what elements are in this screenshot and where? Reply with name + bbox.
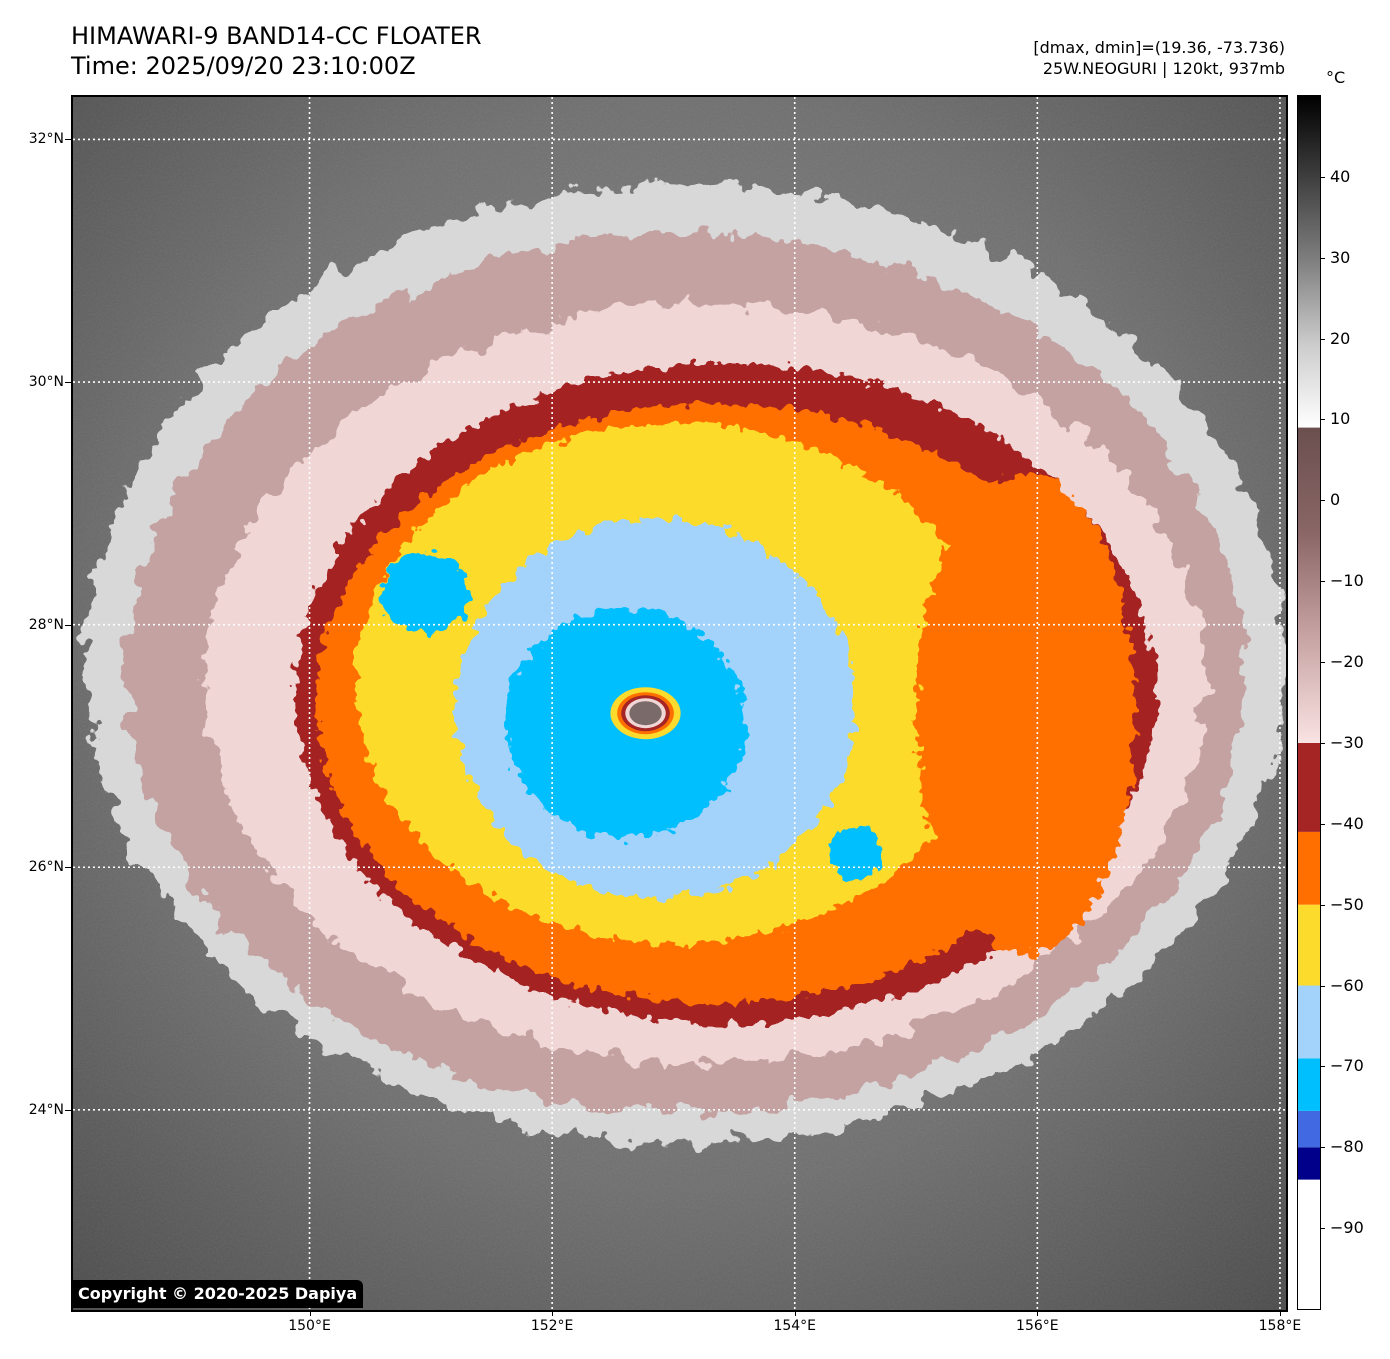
lon-tick-158 — [1279, 1310, 1281, 1316]
lat-tick-26 — [65, 867, 71, 869]
colorbar-label-13: −90 — [1330, 1218, 1364, 1238]
lat-label-30: 30°N — [28, 374, 64, 391]
lon-label-150: 150°E — [288, 1318, 331, 1334]
eye-gray — [629, 701, 662, 726]
colorbar-label-5: −10 — [1330, 571, 1364, 591]
colorbar-unit: °C — [1326, 68, 1346, 87]
colorbar-segment-1 — [1298, 1147, 1320, 1180]
colorbar-label-11: −70 — [1330, 1056, 1364, 1076]
colorbar-label-7: −30 — [1330, 732, 1364, 752]
lat-tick-24 — [65, 1109, 71, 1111]
colorbar-segment-2 — [1298, 1110, 1320, 1148]
colorbar-tick-13 — [1320, 1228, 1325, 1230]
typhoon-cloud-shield — [85, 183, 1286, 1144]
colorbar-tick-9 — [1320, 904, 1325, 906]
colorbar-label-2: 20 — [1330, 328, 1351, 348]
chart-title-time: Time: 2025/09/20 23:10:00Z — [71, 52, 416, 80]
map-canvas — [73, 97, 1286, 1310]
colorbar-tick-12 — [1320, 1147, 1325, 1149]
lon-label-152: 152°E — [530, 1318, 574, 1334]
colorbar-segment-6 — [1298, 831, 1320, 905]
lat-label-26: 26°N — [28, 859, 64, 876]
lon-tick-150 — [309, 1310, 311, 1316]
orange-band-east — [915, 473, 1136, 954]
lon-tick-152 — [552, 1310, 554, 1316]
colorbar-segment-7 — [1298, 742, 1320, 832]
lat-tick-32 — [65, 139, 71, 141]
colorbar-canvas — [1298, 96, 1320, 1309]
colorbar-label-0: 40 — [1330, 166, 1351, 186]
data-range-text: [dmax, dmin]=(19.36, -73.736) — [1033, 38, 1285, 57]
colorbar-label-12: −80 — [1330, 1137, 1364, 1157]
lon-tick-156 — [1037, 1310, 1039, 1316]
colorbar-label-10: −60 — [1330, 975, 1364, 995]
colorbar-tick-3 — [1320, 419, 1325, 421]
colorbar-label-8: −40 — [1330, 813, 1364, 833]
chart-title-satellite: HIMAWARI-9 BAND14-CC FLOATER — [71, 22, 482, 50]
cold-pocket-se — [830, 825, 881, 882]
satellite-map — [71, 95, 1288, 1312]
lat-label-32: 32°N — [28, 131, 64, 148]
colorbar-segment-3 — [1298, 1058, 1320, 1111]
copyright-badge: Copyright © 2020-2025 Dapiya — [72, 1280, 364, 1308]
colorbar-label-9: −50 — [1330, 894, 1364, 914]
colorbar-tick-2 — [1320, 338, 1325, 340]
colorbar-label-3: 10 — [1330, 409, 1351, 429]
colorbar-segment-9 — [1298, 96, 1320, 428]
lon-tick-154 — [794, 1310, 796, 1316]
colorbar-tick-0 — [1320, 176, 1325, 178]
colorbar-label-6: −20 — [1330, 652, 1364, 672]
colorbar-tick-1 — [1320, 257, 1325, 259]
colorbar-tick-11 — [1320, 1066, 1325, 1068]
colorbar-tick-8 — [1320, 823, 1325, 825]
lon-label-158: 158°E — [1258, 1318, 1302, 1334]
colorbar-tick-6 — [1320, 662, 1325, 664]
lat-label-24: 24°N — [28, 1101, 64, 1118]
lat-lon-gridlines — [73, 97, 1286, 1310]
colorbar-segment-4 — [1298, 985, 1320, 1059]
cold-pocket-nw — [380, 553, 471, 634]
colorbar-tick-5 — [1320, 581, 1325, 583]
storm-info-text: 25W.NEOGURI | 120kt, 937mb — [1042, 59, 1285, 78]
colorbar-segment-5 — [1298, 904, 1320, 986]
colorbar-segment-0 — [1298, 1179, 1320, 1309]
colorbar-segment-8 — [1298, 427, 1320, 743]
colorbar-tick-10 — [1320, 985, 1325, 987]
lat-tick-28 — [65, 624, 71, 626]
lat-label-28: 28°N — [28, 616, 64, 633]
colorbar-label-4: 0 — [1330, 490, 1341, 510]
lon-label-154: 154°E — [773, 1318, 817, 1334]
colorbar-label-1: 30 — [1330, 247, 1351, 267]
colorbar-tick-7 — [1320, 742, 1325, 744]
temperature-colorbar — [1297, 95, 1321, 1310]
lon-label-156: 156°E — [1016, 1318, 1059, 1334]
colorbar-tick-4 — [1320, 500, 1325, 502]
lat-tick-30 — [65, 382, 71, 384]
